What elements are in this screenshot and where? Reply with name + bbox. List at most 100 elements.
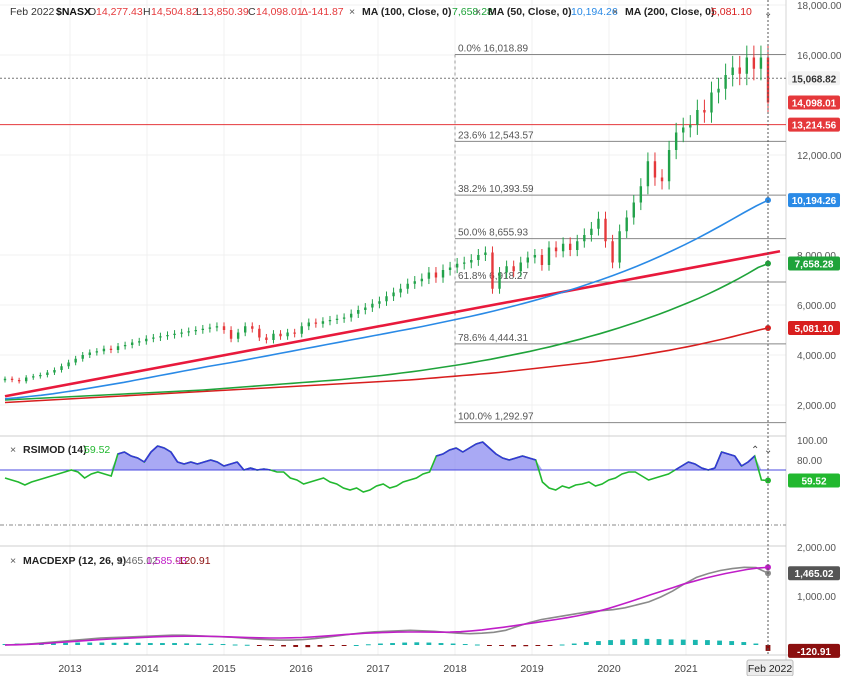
- candle-body: [646, 161, 650, 187]
- candle-body: [342, 317, 346, 319]
- candle-body: [81, 355, 84, 359]
- chevron-up-icon[interactable]: ⌃: [751, 445, 759, 456]
- macd-histogram-bar: [717, 640, 722, 645]
- macd-histogram-bar: [753, 643, 759, 645]
- candle-body: [116, 346, 120, 350]
- price-tick-label: 18,000.00: [797, 1, 841, 12]
- candle: [611, 234, 614, 269]
- last-close-badge-bg: [788, 71, 840, 86]
- candle: [519, 256, 522, 277]
- x-tick-label: 2016: [289, 663, 313, 675]
- candle: [724, 63, 727, 100]
- close-icon[interactable]: ×: [10, 555, 16, 567]
- close-icon[interactable]: ×: [475, 6, 481, 18]
- close-icon[interactable]: ×: [10, 444, 16, 456]
- rsi-badge-bg: [788, 473, 840, 488]
- candle: [215, 322, 219, 332]
- ma50-label: MA (50, Close, 0): [488, 6, 572, 18]
- close-badge-text: 14,098.01: [792, 99, 837, 110]
- candle-body: [653, 161, 657, 178]
- candle-body: [244, 326, 247, 333]
- macd-histogram-bar: [317, 645, 323, 647]
- candle: [703, 99, 706, 123]
- candle: [745, 45, 749, 86]
- candle-body: [138, 341, 141, 343]
- ma100-badge: 7,658.28: [788, 256, 840, 271]
- ma100-endpoint: [765, 260, 771, 267]
- macd-histogram-bar: [172, 643, 177, 645]
- candle-body: [357, 310, 360, 314]
- candle: [491, 246, 494, 294]
- open-value: 14,277.43: [96, 6, 143, 18]
- candle-body: [53, 370, 56, 373]
- candle-body: [455, 263, 459, 268]
- candle-body: [364, 307, 367, 310]
- candle: [632, 194, 635, 225]
- candle: [10, 376, 14, 383]
- candle-body: [519, 262, 522, 272]
- candle: [463, 256, 466, 270]
- ma100-badge-bg: [788, 256, 840, 271]
- candle: [321, 317, 325, 328]
- macd-histogram-bar: [293, 645, 299, 647]
- last-close-badge: 15,068.82: [788, 71, 840, 86]
- moving-averages: [4, 197, 771, 404]
- period-label: Feb 2022: [10, 6, 55, 18]
- candle-body: [187, 331, 190, 333]
- candle-body: [724, 75, 727, 89]
- macd-histogram-bar: [571, 643, 577, 645]
- close-icon[interactable]: ×: [349, 6, 355, 18]
- candle: [484, 246, 487, 261]
- candle-body: [484, 252, 487, 255]
- macd-histogram-bar: [535, 645, 541, 646]
- candle: [540, 249, 544, 271]
- chevron-down-icon[interactable]: ⌄: [764, 445, 772, 456]
- macd-histogram-bar: [160, 643, 165, 645]
- candle: [88, 349, 91, 358]
- candle-body: [286, 332, 289, 337]
- fib-level-label: 78.6% 4,444.31: [458, 333, 528, 344]
- macd-histogram-bar: [438, 643, 444, 645]
- candle-body: [392, 292, 395, 297]
- candle-body: [152, 337, 155, 339]
- ma200-label: MA (200, Close, 0): [625, 6, 714, 18]
- macd-histogram-bar: [632, 639, 638, 645]
- candle-body: [222, 326, 226, 330]
- candle-body: [463, 262, 466, 264]
- price-tick-label: 12,000.00: [797, 151, 841, 162]
- macd-histogram-bar: [99, 642, 105, 645]
- candle-body: [102, 348, 106, 352]
- x-tick-label: 2021: [674, 663, 698, 675]
- candle-body: [201, 328, 205, 330]
- macd-histogram-bar: [656, 639, 662, 645]
- candle: [229, 326, 233, 343]
- candle: [625, 210, 628, 238]
- close-icon[interactable]: ×: [612, 6, 618, 18]
- ma200-badge-bg: [788, 320, 840, 335]
- macd-histogram-bar: [244, 644, 250, 646]
- signal-endpoint: [765, 564, 771, 571]
- macd-histogram-bar: [499, 645, 504, 646]
- candle-body: [611, 241, 614, 263]
- rsi-overbought-fill: [5, 442, 768, 470]
- chevron-down-icon[interactable]: ⌄: [764, 8, 772, 19]
- candle: [102, 345, 106, 355]
- rsi-legend: × RSIMOD (14) 59.52 ⌃ ⌄: [10, 444, 772, 456]
- macd-histogram-bar: [256, 645, 262, 646]
- candle-body: [67, 362, 70, 367]
- trend-line[interactable]: [4, 249, 781, 398]
- candle-body: [568, 243, 572, 250]
- candle: [434, 267, 438, 283]
- macd-histogram-bar: [365, 644, 371, 646]
- candle: [67, 359, 70, 369]
- candle-body: [194, 330, 197, 332]
- macd-histogram-bar: [281, 645, 286, 647]
- candle: [32, 373, 35, 380]
- candle: [427, 267, 431, 285]
- candle-body: [46, 372, 49, 375]
- macd-value: 1,465.02: [117, 555, 158, 567]
- candle-body: [215, 326, 219, 328]
- macd-histogram-bar: [390, 643, 395, 645]
- hline-badge-bg: [788, 117, 840, 132]
- candle-body: [321, 321, 325, 324]
